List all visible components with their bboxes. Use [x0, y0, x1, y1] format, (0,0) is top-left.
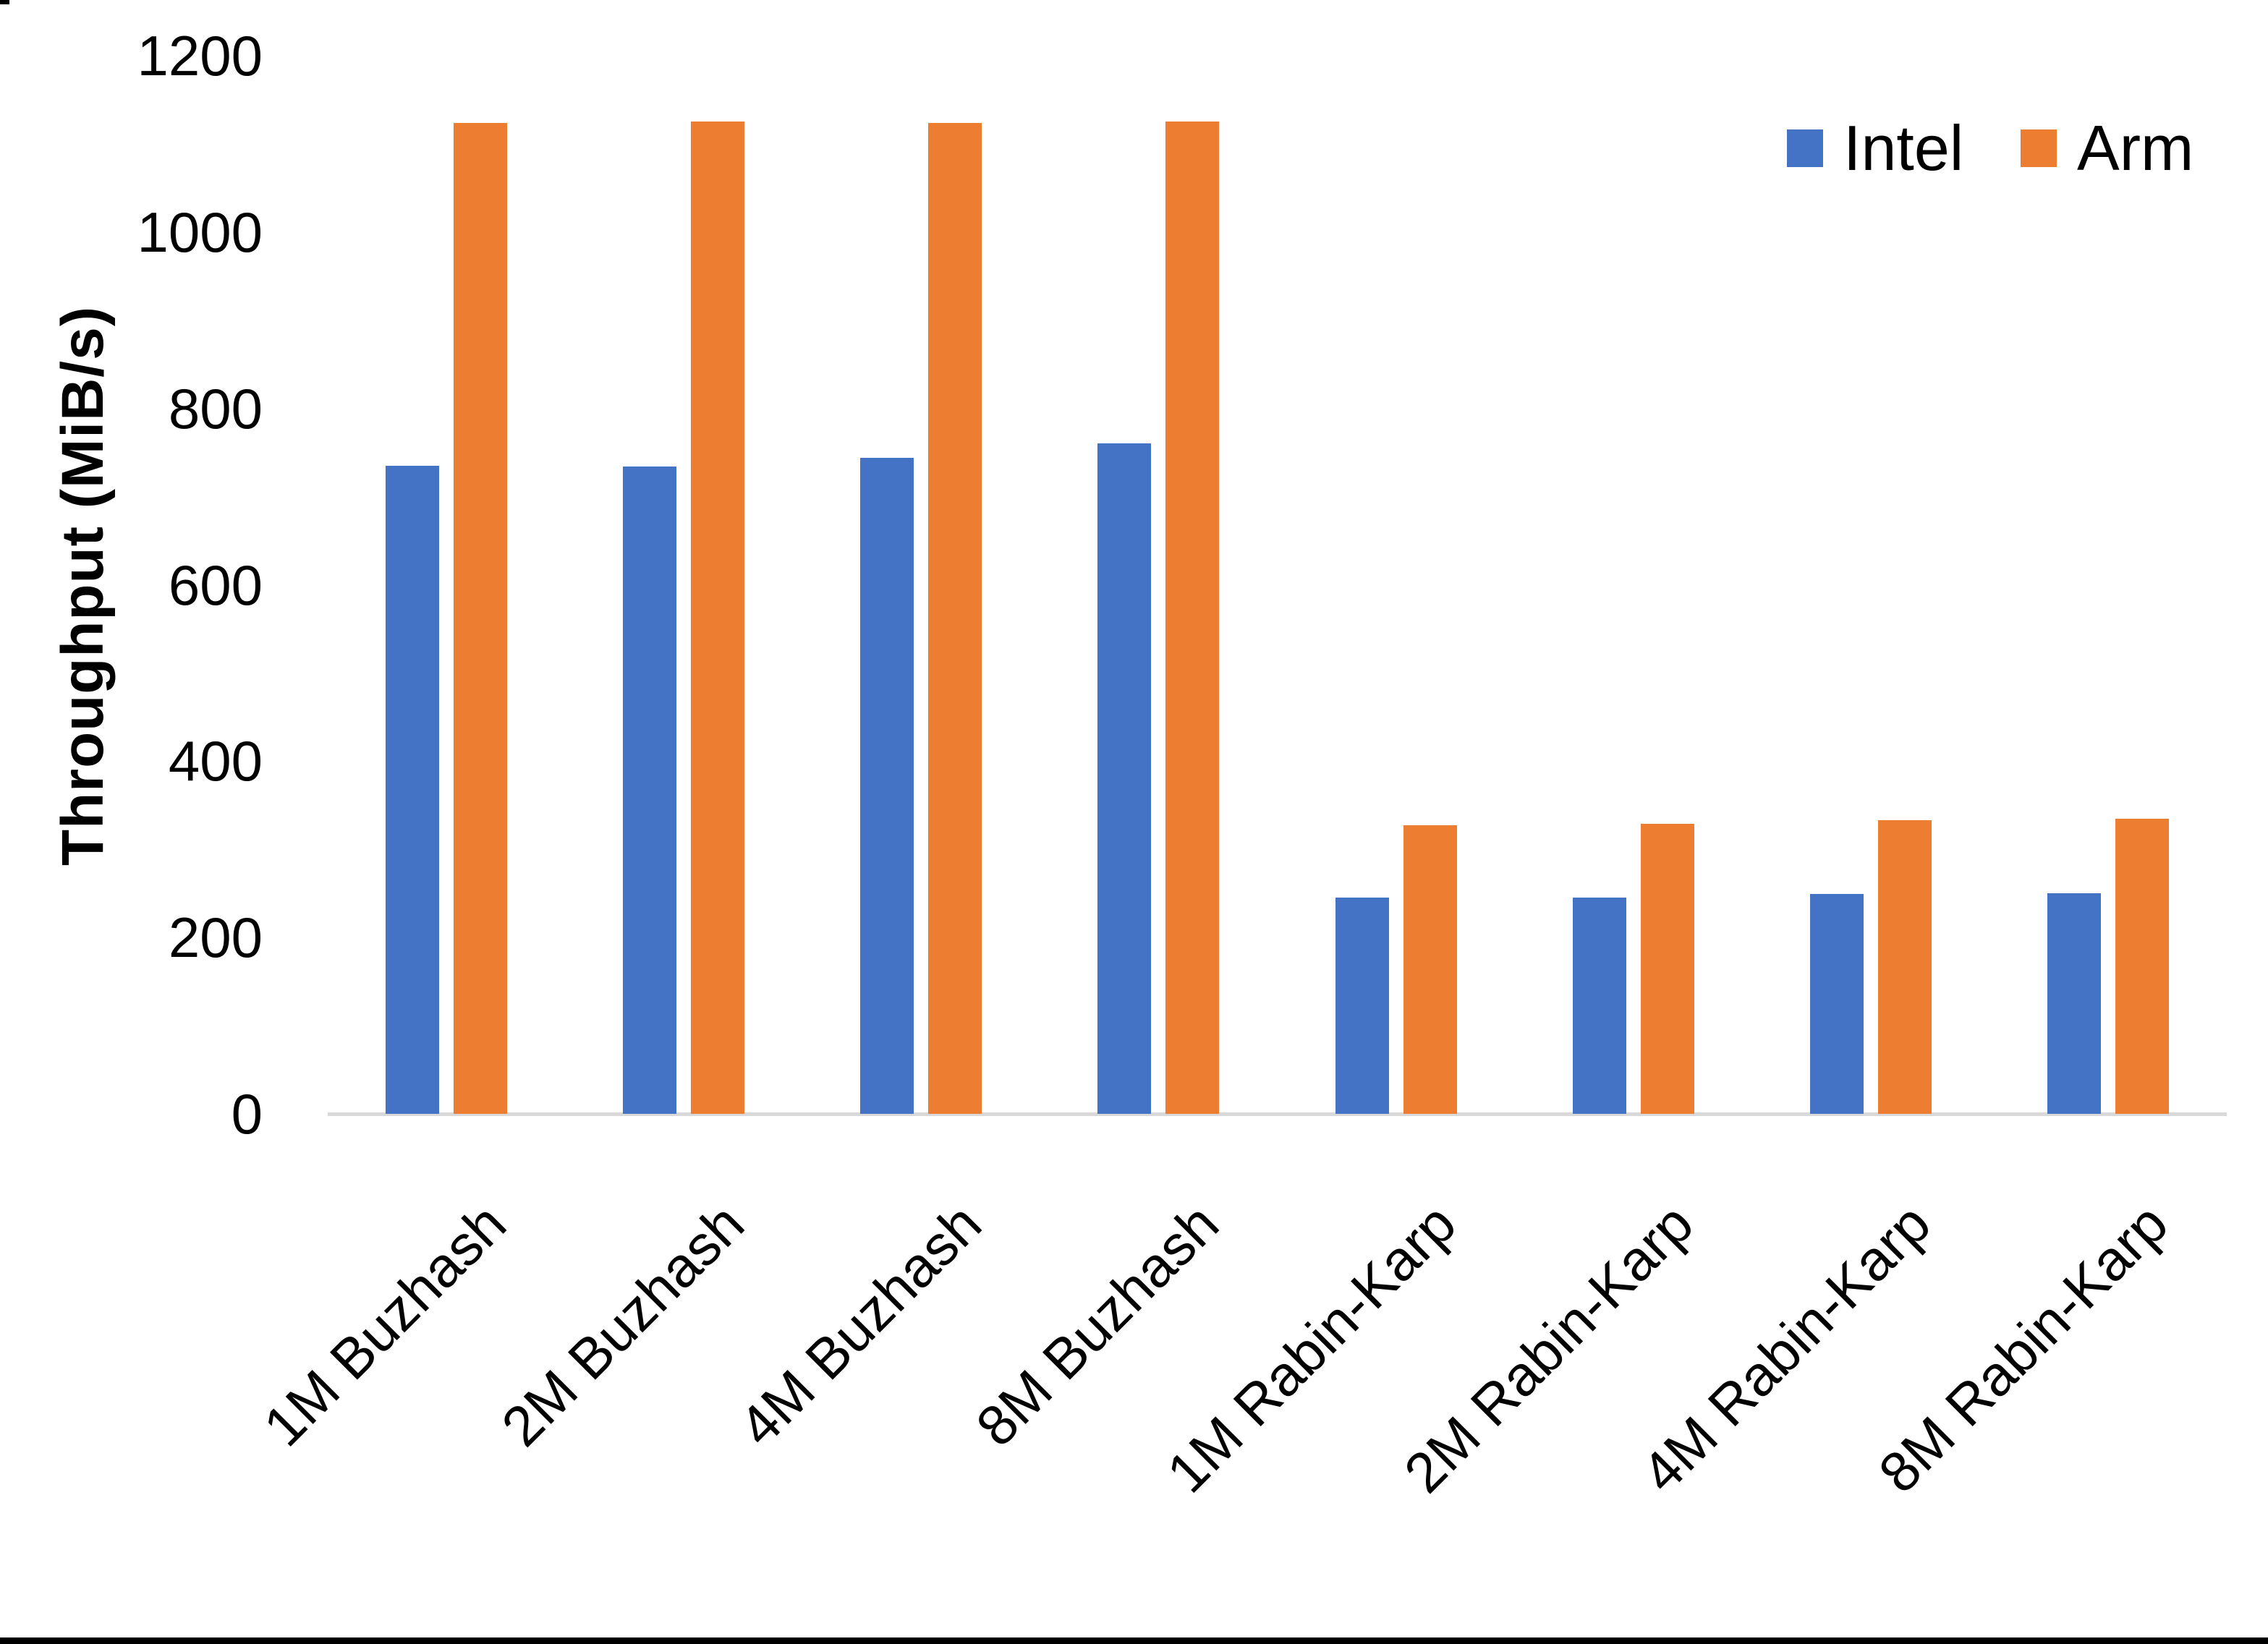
x-category-label-8m-buzhash: 8M Buzhash [964, 1191, 1231, 1459]
bar-intel-4m-rabin-karp [1809, 894, 1864, 1114]
y-tick-label: 0 [231, 1082, 263, 1146]
y-tick-label: 400 [168, 729, 263, 793]
bar-intel-1m-rabin-karp [1335, 898, 1389, 1114]
x-category-label-4m-buzhash: 4M Buzhash [726, 1191, 993, 1459]
bar-arm-4m-buzhash [928, 122, 982, 1114]
y-tick-label: 1200 [137, 24, 263, 88]
x-axis-line [328, 1112, 2227, 1116]
y-tick-label: 200 [168, 906, 263, 970]
legend-label-intel: Intel [1843, 112, 1964, 184]
bar-intel-8m-rabin-karp [2047, 893, 2101, 1114]
bar-arm-1m-rabin-karp [1403, 825, 1457, 1114]
bar-arm-2m-rabin-karp [1640, 823, 1694, 1114]
y-tick-label: 800 [168, 376, 263, 440]
bar-arm-1m-buzhash [454, 122, 508, 1114]
bar-arm-2m-buzhash [691, 122, 745, 1114]
legend-swatch-intel [1787, 129, 1823, 167]
bar-intel-2m-buzhash [623, 467, 677, 1114]
bar-intel-8m-buzhash [1097, 443, 1152, 1114]
legend-label-arm: Arm [2077, 112, 2194, 184]
legend-swatch-arm [2021, 129, 2057, 167]
bar-arm-4m-rabin-karp [1877, 820, 1932, 1114]
bar-intel-1m-buzhash [386, 465, 440, 1114]
legend-item-arm: Arm [2021, 112, 2194, 184]
screenshot-corner-artifact [0, 0, 9, 4]
x-category-label-1m-buzhash: 1M Buzhash [251, 1191, 519, 1459]
bar-arm-8m-rabin-karp [2115, 818, 2169, 1114]
y-tick-label: 600 [168, 553, 263, 617]
x-category-label-2m-buzhash: 2M Buzhash [488, 1191, 756, 1459]
bar-arm-8m-buzhash [1165, 122, 1220, 1114]
bar-intel-4m-buzhash [860, 457, 914, 1114]
legend-item-intel: Intel [1787, 112, 1964, 184]
bar-intel-2m-rabin-karp [1572, 898, 1626, 1114]
screenshot-bottom-edge [0, 1637, 2268, 1644]
y-tick-label: 1000 [137, 200, 263, 264]
